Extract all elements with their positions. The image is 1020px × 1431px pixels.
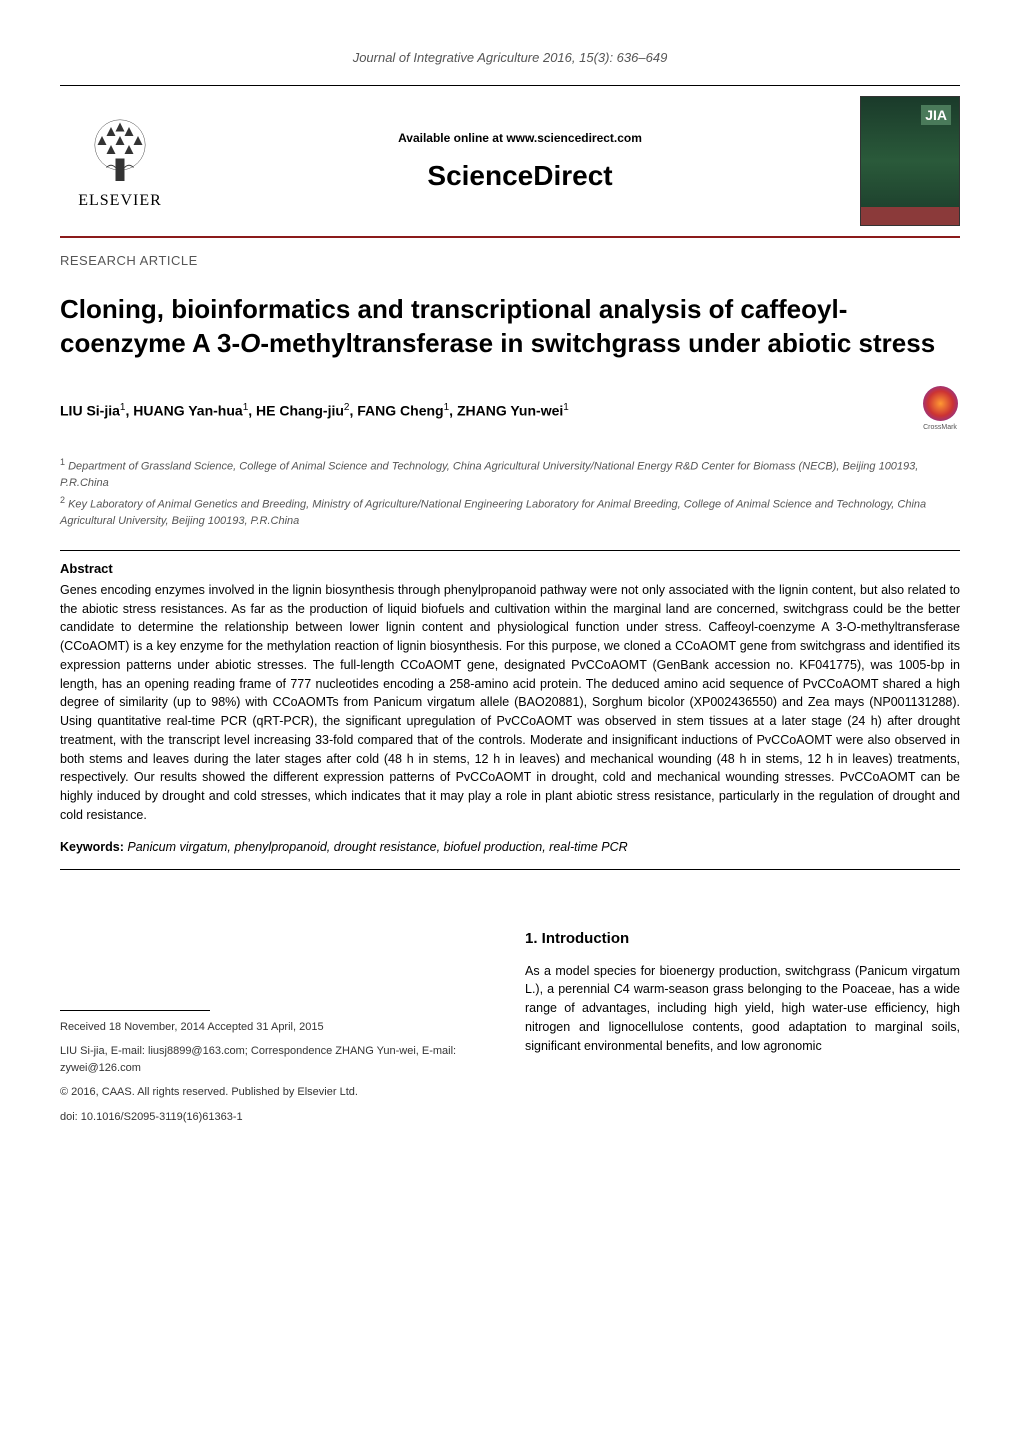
introduction-text: As a model species for bioenergy product… <box>525 962 960 1056</box>
available-online-text: Available online at www.sciencedirect.co… <box>180 131 860 145</box>
affiliations: 1 Department of Grassland Science, Colle… <box>60 456 960 530</box>
author-2-sup: 1 <box>243 402 249 413</box>
affiliation-1: 1 Department of Grassland Science, Colle… <box>60 456 960 492</box>
article-type-label: RESEARCH ARTICLE <box>60 253 960 268</box>
crossmark-badge[interactable]: CrossMark <box>920 386 960 436</box>
header-bar: ELSEVIER Available online at www.science… <box>60 85 960 238</box>
doi: doi: 10.1016/S2095-3119(16)61363-1 <box>60 1109 495 1126</box>
title-line-2: coenzyme A 3-O-methyltransferase in swit… <box>60 328 935 358</box>
abstract-section: Abstract Genes encoding enzymes involved… <box>60 550 960 870</box>
elsevier-logo: ELSEVIER <box>60 101 180 221</box>
abstract-text: Genes encoding enzymes involved in the l… <box>60 581 960 825</box>
author-2: HUANG Yan-hua <box>133 403 242 419</box>
footer-divider <box>60 1010 210 1011</box>
aff1-sup: 1 <box>60 457 65 467</box>
author-1: LIU Si-jia <box>60 403 120 419</box>
author-3-sup: 2 <box>344 402 350 413</box>
article-title: Cloning, bioinformatics and transcriptio… <box>60 293 960 361</box>
elsevier-tree-icon <box>75 112 165 187</box>
abstract-heading: Abstract <box>60 561 960 576</box>
authors-row: LIU Si-jia1, HUANG Yan-hua1, HE Chang-ji… <box>60 386 960 436</box>
author-3: HE Chang-jiu <box>256 403 344 419</box>
author-5: ZHANG Yun-wei <box>457 403 563 419</box>
cover-jia-label: JIA <box>921 105 951 125</box>
correspondence: LIU Si-jia, E-mail: liusj8899@163.com; C… <box>60 1043 495 1076</box>
journal-cover-thumbnail: JIA <box>860 96 960 226</box>
title-line-1: Cloning, bioinformatics and transcriptio… <box>60 294 847 324</box>
aff1-text: Department of Grassland Science, College… <box>60 460 918 489</box>
left-column-footer: Received 18 November, 2014 Accepted 31 A… <box>60 930 495 1134</box>
copyright: © 2016, CAAS. All rights reserved. Publi… <box>60 1084 495 1101</box>
cover-bottom-bar <box>861 207 959 225</box>
journal-citation: Journal of Integrative Agriculture 2016,… <box>60 50 960 65</box>
received-accepted: Received 18 November, 2014 Accepted 31 A… <box>60 1019 495 1036</box>
two-column-layout: Received 18 November, 2014 Accepted 31 A… <box>60 930 960 1134</box>
crossmark-label: CrossMark <box>920 424 960 431</box>
author-4-sup: 1 <box>444 402 450 413</box>
author-1-sup: 1 <box>120 402 126 413</box>
aff2-text: Key Laboratory of Animal Genetics and Br… <box>60 499 926 528</box>
author-4: FANG Cheng <box>357 403 443 419</box>
keywords-label: Keywords: <box>60 840 124 854</box>
keywords: Keywords: Panicum virgatum, phenylpropan… <box>60 840 960 854</box>
center-header: Available online at www.sciencedirect.co… <box>180 131 860 192</box>
keywords-text: Panicum virgatum, phenylpropanoid, droug… <box>124 840 628 854</box>
aff2-sup: 2 <box>60 495 65 505</box>
elsevier-text: ELSEVIER <box>78 192 162 210</box>
authors-list: LIU Si-jia1, HUANG Yan-hua1, HE Chang-ji… <box>60 402 569 419</box>
affiliation-2: 2 Key Laboratory of Animal Genetics and … <box>60 494 960 530</box>
sciencedirect-logo: ScienceDirect <box>180 160 860 192</box>
crossmark-icon <box>923 386 958 421</box>
author-5-sup: 1 <box>563 402 569 413</box>
introduction-heading: 1. Introduction <box>525 930 960 947</box>
right-column-intro: 1. Introduction As a model species for b… <box>525 930 960 1134</box>
